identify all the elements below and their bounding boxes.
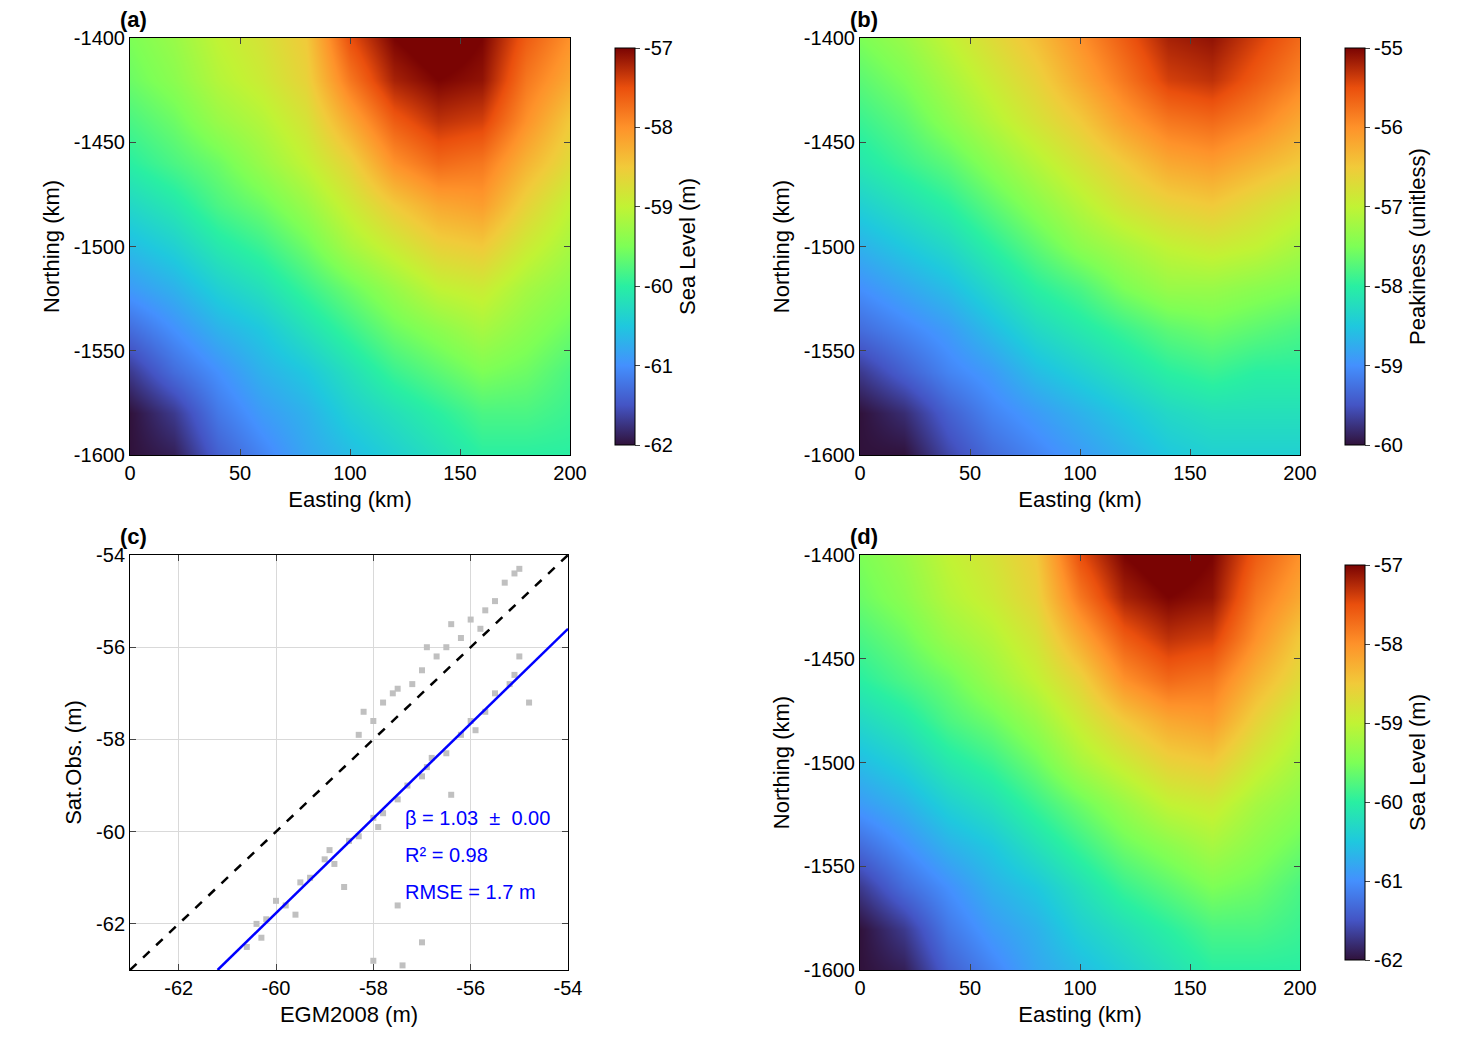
svg-text:-1450: -1450 [74, 131, 125, 153]
svg-text:Easting (km): Easting (km) [288, 487, 411, 512]
svg-text:Sat.Obs. (m): Sat.Obs. (m) [61, 700, 86, 825]
svg-text:-59: -59 [1374, 712, 1403, 734]
svg-text:-1550: -1550 [804, 340, 855, 362]
svg-text:-60: -60 [262, 977, 291, 999]
svg-text:(b): (b) [850, 7, 878, 32]
svg-text:-1550: -1550 [74, 340, 125, 362]
svg-text:200: 200 [1283, 462, 1316, 484]
svg-text:-58: -58 [359, 977, 388, 999]
svg-text:-58: -58 [96, 728, 125, 750]
svg-text:-62: -62 [96, 913, 125, 935]
svg-text:-61: -61 [1374, 870, 1403, 892]
svg-text:100: 100 [1063, 977, 1096, 999]
svg-text:-60: -60 [644, 275, 673, 297]
svg-text:200: 200 [1283, 977, 1316, 999]
svg-text:(d): (d) [850, 524, 878, 549]
svg-text:100: 100 [1063, 462, 1096, 484]
svg-text:-60: -60 [96, 821, 125, 843]
svg-text:-1450: -1450 [804, 131, 855, 153]
svg-text:50: 50 [959, 462, 981, 484]
svg-text:-1600: -1600 [804, 959, 855, 981]
svg-text:150: 150 [1173, 462, 1206, 484]
svg-text:(a): (a) [120, 7, 147, 32]
svg-text:-54: -54 [96, 544, 125, 566]
svg-text:Northing (km): Northing (km) [769, 696, 794, 829]
svg-text:-59: -59 [1374, 355, 1403, 377]
svg-text:-55: -55 [1374, 37, 1403, 59]
svg-text:Northing (km): Northing (km) [769, 180, 794, 313]
svg-text:Sea Level (m): Sea Level (m) [1405, 694, 1430, 831]
svg-text:-62: -62 [164, 977, 193, 999]
svg-text:Peakiness (unitless): Peakiness (unitless) [1405, 148, 1430, 345]
svg-text:-1400: -1400 [74, 27, 125, 49]
svg-text:Easting (km): Easting (km) [1018, 487, 1141, 512]
svg-text:50: 50 [229, 462, 251, 484]
svg-text:R² = 0.98: R² = 0.98 [405, 844, 488, 866]
svg-text:-1500: -1500 [804, 752, 855, 774]
svg-text:β = 1.03 ± 0.00: β = 1.03 ± 0.00 [405, 807, 550, 829]
svg-text:0: 0 [854, 462, 865, 484]
svg-text:-62: -62 [644, 434, 673, 456]
svg-text:Sea Level (m): Sea Level (m) [675, 178, 700, 315]
svg-text:Easting (km): Easting (km) [1018, 1002, 1141, 1027]
svg-text:-1600: -1600 [804, 444, 855, 466]
svg-text:-59: -59 [644, 196, 673, 218]
svg-text:0: 0 [124, 462, 135, 484]
svg-text:-62: -62 [1374, 949, 1403, 971]
svg-text:100: 100 [333, 462, 366, 484]
svg-text:-54: -54 [554, 977, 583, 999]
svg-text:-61: -61 [644, 355, 673, 377]
svg-text:-56: -56 [1374, 116, 1403, 138]
svg-text:-1500: -1500 [804, 236, 855, 258]
svg-text:-60: -60 [1374, 434, 1403, 456]
svg-text:50: 50 [959, 977, 981, 999]
svg-text:-58: -58 [644, 116, 673, 138]
svg-text:-56: -56 [456, 977, 485, 999]
svg-text:200: 200 [553, 462, 586, 484]
svg-text:150: 150 [443, 462, 476, 484]
svg-text:-1600: -1600 [74, 444, 125, 466]
svg-text:Northing (km): Northing (km) [39, 180, 64, 313]
svg-text:-1450: -1450 [804, 648, 855, 670]
svg-text:-57: -57 [1374, 196, 1403, 218]
svg-text:-1500: -1500 [74, 236, 125, 258]
svg-text:(c): (c) [120, 524, 147, 549]
svg-text:-58: -58 [1374, 633, 1403, 655]
svg-text:-1400: -1400 [804, 544, 855, 566]
svg-text:-57: -57 [644, 37, 673, 59]
svg-text:-58: -58 [1374, 275, 1403, 297]
svg-text:-60: -60 [1374, 791, 1403, 813]
svg-text:EGM2008 (m): EGM2008 (m) [280, 1002, 418, 1027]
svg-text:-57: -57 [1374, 554, 1403, 576]
svg-text:-56: -56 [96, 636, 125, 658]
svg-text:-1400: -1400 [804, 27, 855, 49]
svg-text:RMSE = 1.7 m: RMSE = 1.7 m [405, 881, 536, 903]
svg-text:0: 0 [854, 977, 865, 999]
svg-text:150: 150 [1173, 977, 1206, 999]
svg-text:-1550: -1550 [804, 855, 855, 877]
